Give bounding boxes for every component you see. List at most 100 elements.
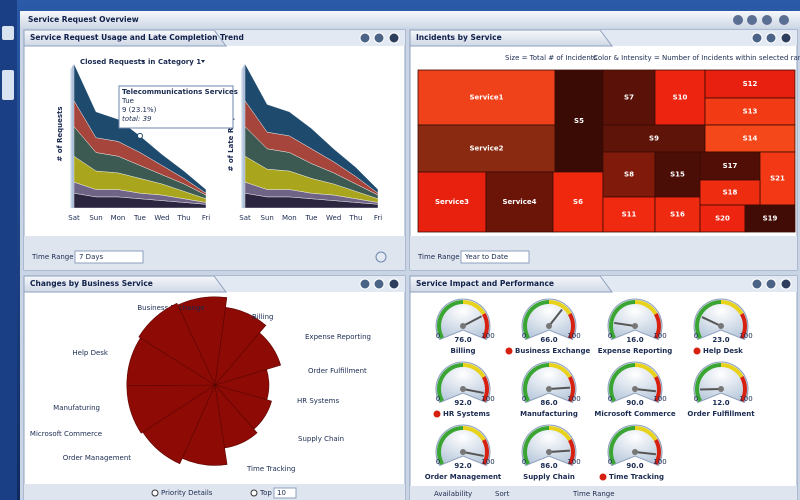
area-series [244, 63, 379, 194]
alert-icon [505, 347, 513, 355]
selector-word: in [148, 58, 155, 66]
panel-tab [409, 275, 613, 293]
treemap-cell [654, 196, 701, 233]
footer-label: Time Range [572, 490, 615, 498]
gauge-needle [462, 315, 483, 327]
footer-label: Sort [495, 490, 510, 498]
top-label: Top [259, 489, 272, 497]
gauge-face [607, 298, 663, 341]
gauge-band [462, 300, 486, 316]
gauge-hub [460, 323, 466, 329]
treemap-cell [602, 196, 656, 233]
gauge-label: Time Tracking [609, 473, 664, 481]
x-tick-label: Fri [374, 214, 382, 222]
button[interactable] [779, 15, 789, 25]
tooltip-marker [137, 132, 143, 139]
button[interactable] [747, 15, 757, 25]
treemap-cell [744, 204, 796, 233]
rose-label: Time Tracking [246, 465, 296, 473]
treemap-label: S7 [624, 94, 634, 102]
panel-footer [410, 486, 797, 500]
treemap-label: S18 [723, 189, 738, 197]
gauge-band [739, 376, 747, 402]
treemap-label: S6 [573, 198, 583, 206]
x-tick-label: Sun [89, 214, 102, 222]
treemap-label: S11 [622, 211, 637, 219]
panel-button[interactable] [751, 278, 763, 290]
rose-label: HR Systems [297, 397, 339, 405]
gauge-needle [634, 388, 656, 393]
gauge-band [481, 376, 489, 402]
window-title: Service Request Overview [28, 15, 139, 24]
panel-button[interactable] [765, 32, 777, 44]
gauge-band [609, 363, 636, 402]
gauge-value: 90.0 [626, 462, 643, 470]
treemap-cell [654, 69, 706, 126]
button[interactable] [733, 15, 743, 25]
button[interactable] [762, 15, 772, 25]
gauge-band [634, 300, 658, 316]
side-icon[interactable] [2, 70, 14, 100]
gauge-band [523, 363, 550, 402]
panel-button[interactable] [780, 32, 792, 44]
gauge-min: 0 [694, 332, 698, 340]
gauge-min: 0 [608, 332, 612, 340]
gauge-hub [546, 323, 552, 329]
gauge-needle [701, 316, 722, 327]
rose-label: Order Fulfillment [308, 367, 367, 375]
x-tick-label: Thu [348, 214, 362, 222]
panel-button[interactable] [388, 278, 400, 290]
treemap-cell [759, 151, 796, 206]
rose-label: Expense Reporting [305, 333, 371, 341]
panel-button[interactable] [359, 32, 371, 44]
treemap-cell [417, 171, 487, 233]
gauge-max: 100 [481, 395, 494, 403]
radio[interactable] [250, 489, 258, 497]
gauge-band [567, 313, 575, 339]
treemap-label: S15 [670, 171, 685, 179]
gauge-min: 0 [608, 458, 612, 466]
treemap-label: S14 [743, 135, 758, 143]
gauge-band [548, 426, 572, 442]
select[interactable] [273, 487, 297, 499]
side-icon[interactable] [2, 26, 14, 40]
window-buttons [733, 15, 789, 25]
select[interactable] [74, 250, 144, 264]
x-tick-label: Tue [133, 214, 146, 222]
gauge-label: Business Exchange [515, 347, 591, 355]
treemap-note: Size = Total # of Incidents [505, 54, 598, 62]
gauge-needle [462, 388, 484, 394]
dropdown-arrow [141, 60, 145, 63]
select[interactable] [460, 250, 530, 264]
gauge-needle [634, 451, 656, 456]
treemap-label: S21 [770, 175, 785, 183]
gauge-band [481, 313, 489, 339]
gauge-hub [546, 449, 552, 455]
time-range-label: Time Range [31, 253, 74, 261]
treemap-label: S8 [624, 171, 634, 179]
gauge-band [462, 426, 486, 442]
gauge-face [607, 361, 663, 404]
panel-button[interactable] [780, 278, 792, 290]
panel-button[interactable] [751, 32, 763, 44]
panel-button[interactable] [388, 32, 400, 44]
rose-label: Manufaturing [53, 404, 100, 412]
treemap-cell [417, 124, 556, 173]
rose-label: Supply Chain [298, 435, 344, 443]
treemap-label: Service3 [435, 198, 469, 206]
panel-tab [23, 29, 227, 47]
tooltip [118, 85, 234, 129]
gauge-band [720, 363, 744, 379]
panel-button[interactable] [373, 32, 385, 44]
radio[interactable] [151, 489, 159, 497]
spinner[interactable] [375, 251, 387, 263]
gauge-label: Microsoft Commerce [594, 410, 675, 418]
treemap-cell [602, 124, 706, 153]
panel-button[interactable] [765, 278, 777, 290]
panel-button[interactable] [359, 278, 371, 290]
y-axis-label: # of Requests [56, 106, 64, 161]
treemap-cell [554, 69, 604, 173]
panel-button[interactable] [373, 278, 385, 290]
gauge-value: 90.0 [626, 399, 643, 407]
